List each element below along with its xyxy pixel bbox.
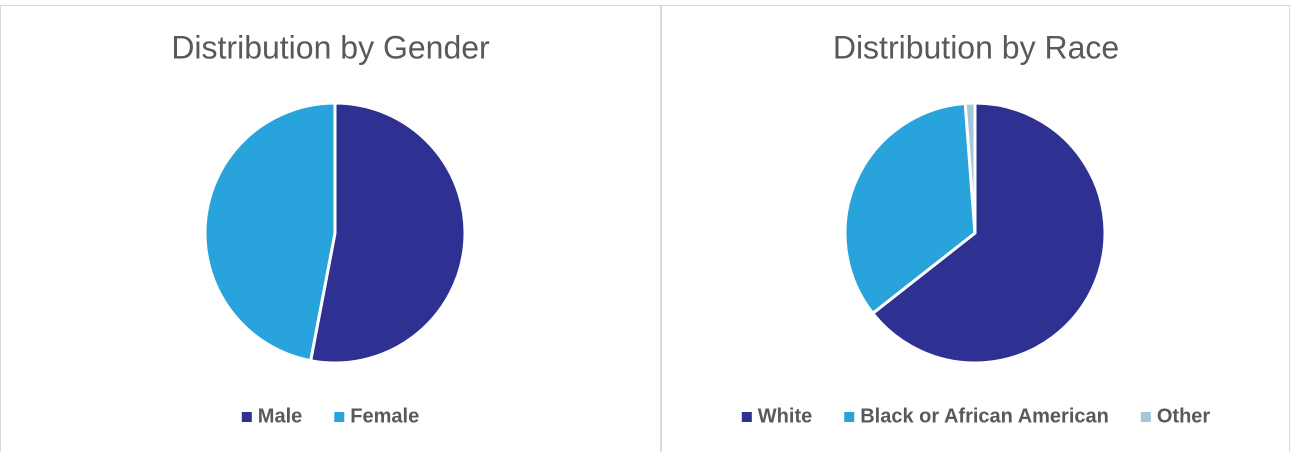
legend-marker — [334, 412, 345, 422]
pie-slice — [309, 101, 467, 365]
legend-marker — [741, 412, 752, 422]
panel-border — [661, 5, 1290, 452]
pie-slice — [203, 101, 337, 363]
legend-label: Male — [258, 405, 302, 427]
legend-label: White — [758, 405, 812, 427]
pie-slice — [871, 101, 1107, 365]
panel-border — [0, 5, 661, 452]
legend-marker — [241, 412, 252, 422]
legend-label: Black or African American — [860, 405, 1109, 427]
legend-label: Female — [350, 405, 419, 427]
legend-label: Other — [1157, 405, 1211, 427]
pie-slice — [963, 101, 977, 235]
legend-marker — [1140, 412, 1151, 422]
pie-slice — [843, 101, 977, 315]
chart-title: Distribution by Race — [833, 29, 1119, 65]
chart-title: Distribution by Gender — [171, 29, 490, 65]
legend-marker — [844, 412, 855, 422]
